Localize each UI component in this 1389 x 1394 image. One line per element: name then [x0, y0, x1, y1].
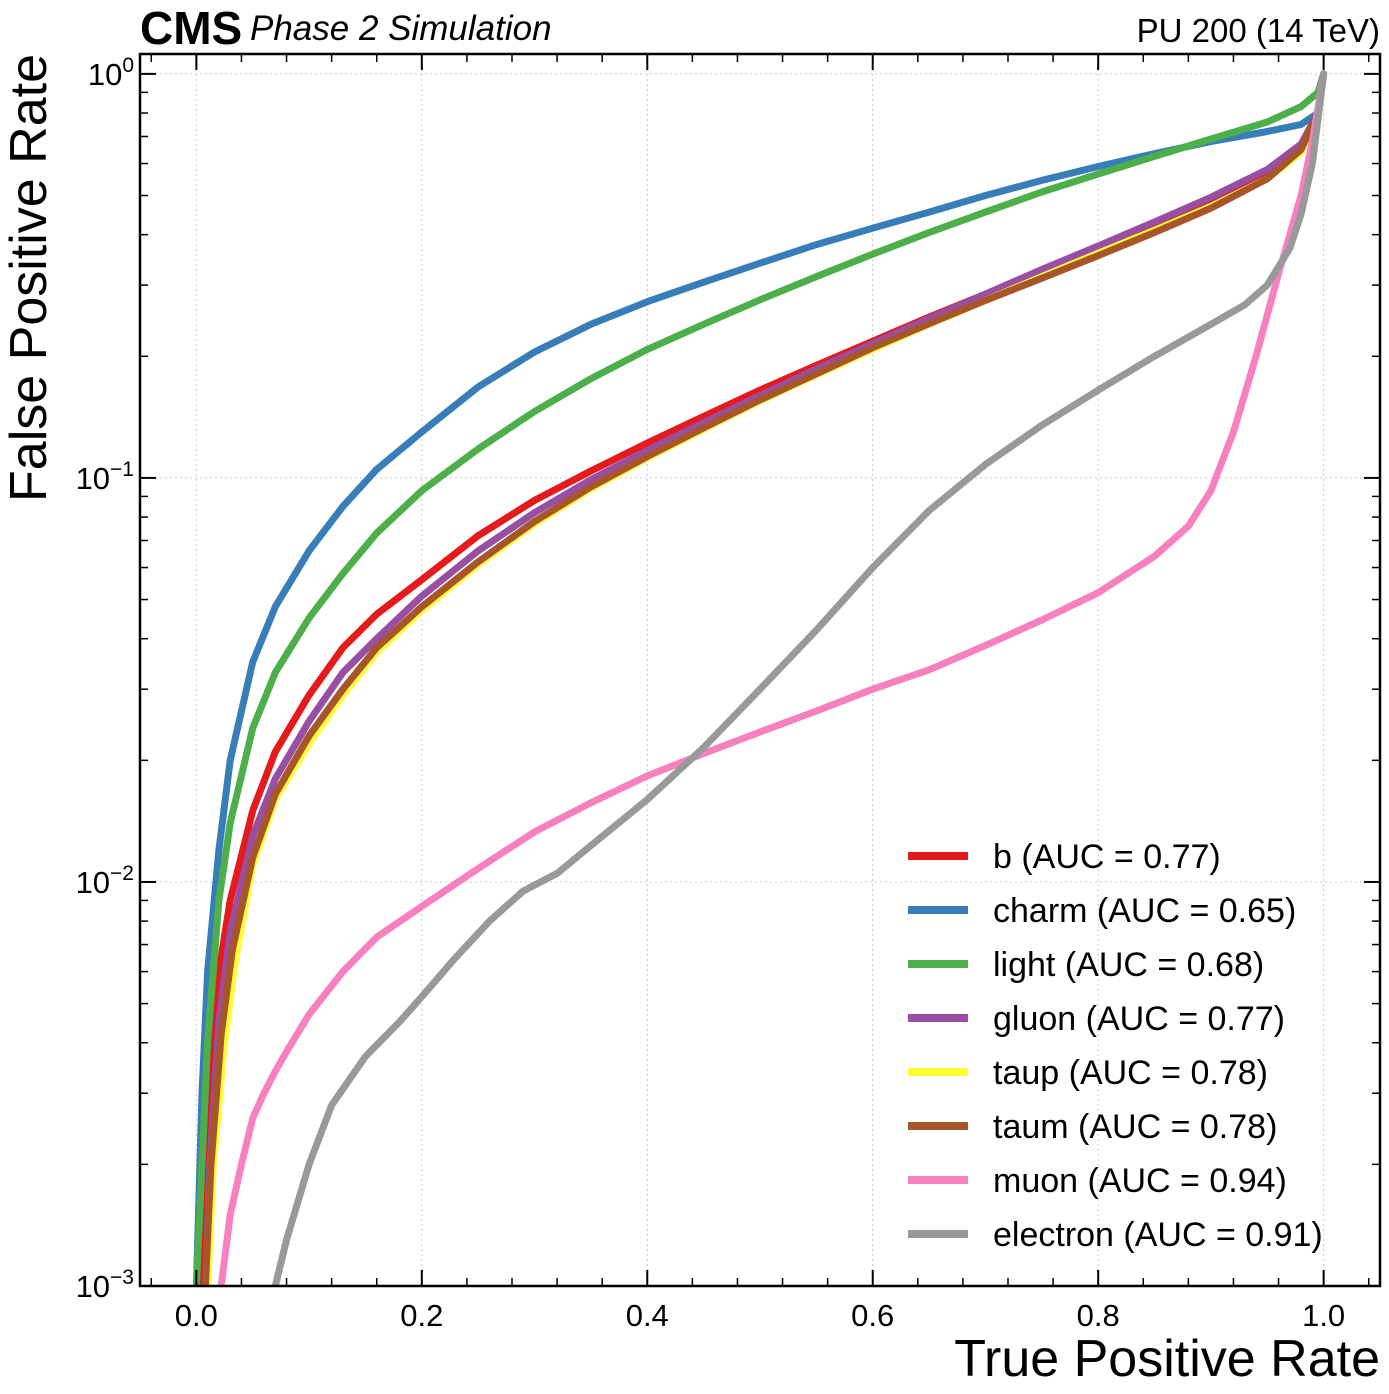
y-tick-label: 10−1 [76, 458, 134, 496]
y-tick-base: 10 [76, 1269, 110, 1304]
lumi-label: PU 200 (14 TeV) [1137, 12, 1380, 49]
series-line-charm [192, 70, 1328, 1286]
series-lines [192, 70, 1328, 1286]
legend-label-gluon: gluon (AUC = 0.77) [993, 1000, 1285, 1038]
series-line-muon [217, 70, 1328, 1286]
x-tick-label: 1.0 [1302, 1298, 1345, 1333]
y-tick-label: 10−3 [76, 1266, 134, 1304]
series-line-b [198, 70, 1328, 1286]
cms-label: CMS [140, 2, 242, 54]
legend-label-charm: charm (AUC = 0.65) [993, 892, 1296, 930]
legend-label-light: light (AUC = 0.68) [993, 946, 1264, 984]
y-tick-base: 10 [88, 57, 122, 92]
y-tick-base: 10 [76, 865, 110, 900]
y-tick-label: 100 [88, 54, 134, 92]
y-tick-label: 10−2 [76, 862, 134, 900]
plot-frame [138, 52, 1382, 1288]
y-tick-exponent: 0 [122, 54, 134, 77]
x-tick-label: 0.6 [851, 1298, 894, 1333]
y-tick-exponent: −1 [110, 458, 134, 481]
legend-label-muon: muon (AUC = 0.94) [993, 1162, 1287, 1200]
x-tick-label: 0.4 [626, 1298, 669, 1333]
series-line-taum [201, 70, 1328, 1286]
x-tick-label: 0.8 [1077, 1298, 1120, 1333]
legend: b (AUC = 0.77) charm (AUC = 0.65) light (A… [908, 838, 1323, 1254]
x-tick-label: 0.0 [175, 1298, 218, 1333]
y-axis-title: False Positive Rate [0, 54, 58, 502]
series-line-electron [271, 70, 1328, 1286]
legend-label-taup: taup (AUC = 0.78) [993, 1054, 1268, 1092]
legend-label-taum: taum (AUC = 0.78) [993, 1108, 1277, 1146]
y-tick-exponent: −2 [110, 862, 134, 885]
series-line-gluon [201, 70, 1328, 1286]
legend-label-b: b (AUC = 0.77) [993, 838, 1221, 876]
cms-sublabel: Phase 2 Simulation [250, 9, 552, 48]
legend-label-electron: electron (AUC = 0.91) [993, 1216, 1323, 1254]
y-tick-base: 10 [76, 461, 110, 496]
x-axis-title: True Positive Rate [954, 1330, 1380, 1388]
y-tick-exponent: −3 [110, 1266, 134, 1289]
x-tick-label: 0.2 [400, 1298, 443, 1333]
series-line-light [192, 70, 1328, 1286]
